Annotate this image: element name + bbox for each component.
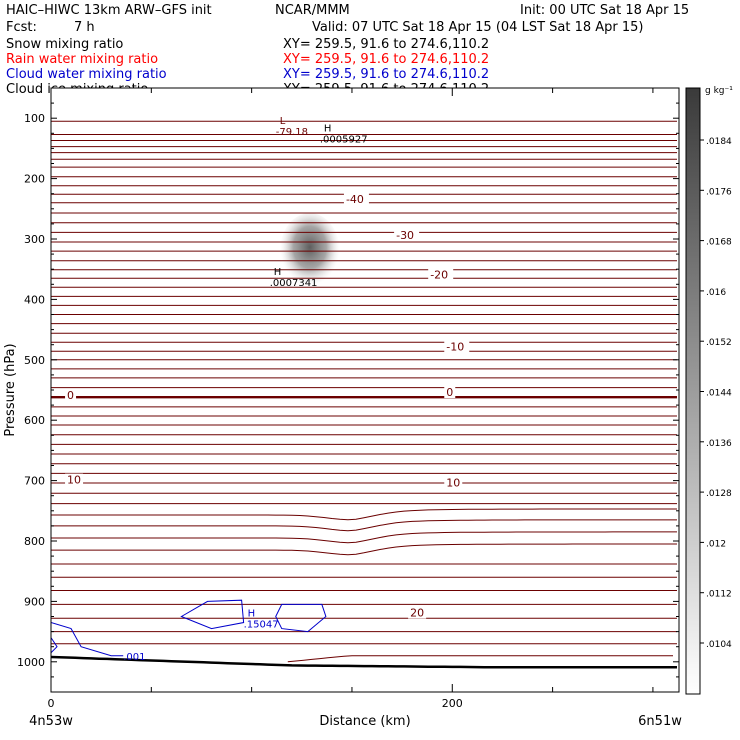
field-name-snow: Snow mixing ratio: [6, 37, 123, 52]
colorbar-tick-label: .0176: [706, 187, 732, 197]
contour-label-bg: [444, 386, 456, 399]
colorbar-tick-label: .0136: [706, 439, 732, 449]
colorbar-tick-label: .016: [706, 288, 726, 298]
temperature-contour-label: -40: [346, 193, 364, 206]
temperature-contour-label: 0: [446, 386, 453, 399]
extremum-value: .0005927: [320, 134, 368, 145]
extremum-value: .0007341: [270, 278, 318, 289]
temperature-contour-label: -20: [430, 268, 448, 281]
field-name-rain: Rain water mixing ratio: [6, 52, 158, 67]
contour-label-bg: [444, 340, 470, 353]
valid-time: Valid: 07 UTC Sat 18 Apr 15 (04 LST Sat …: [312, 20, 644, 35]
colorbar: [685, 87, 701, 695]
colorbar-tick-label: .0152: [706, 338, 732, 348]
contour-label-bg: [343, 192, 369, 205]
temperature-contour-label: 10: [67, 474, 81, 487]
extremum-value: .15047: [244, 620, 279, 631]
y-tick-label: 500: [24, 354, 45, 367]
colorbar-tick-label: .012: [706, 539, 726, 549]
extremum-value: -79.18: [276, 127, 308, 138]
x-endpoint-left: 4n53w: [29, 714, 73, 729]
contour-label-bg: [428, 268, 454, 281]
extremum-type: L: [280, 116, 286, 127]
isotherm-contour: [51, 531, 677, 544]
contour-label-bg: [408, 606, 427, 619]
y-tick-label: 1000: [17, 656, 45, 669]
terrain-surface: [51, 655, 677, 669]
cloud-water-contour-1: [180, 599, 245, 630]
contour-label-bg: [394, 229, 420, 241]
temperature-contour-label: -10: [446, 341, 464, 354]
colorbar-tick-label: .0168: [706, 238, 732, 248]
cloud-water-contour-3: [51, 622, 124, 657]
init-time: Init: 00 UTC Sat 18 Apr 15: [520, 3, 689, 18]
cloud-water-contour-2: [275, 603, 327, 633]
colorbar-tick-label: .0144: [706, 389, 732, 399]
y-tick-label: 900: [24, 595, 45, 608]
contour-label-bg: [444, 476, 463, 489]
cloud-water-label: .001: [123, 652, 145, 663]
isotherm-contour: [51, 543, 677, 556]
field-xy-rain: XY= 259.5, 91.6 to 274.6,110.2: [283, 52, 489, 67]
isotherm-contour-low: [287, 655, 673, 663]
temperature-contour-label: 10: [446, 477, 460, 490]
x-tick-label: 0: [48, 697, 55, 710]
x-tick-label: 200: [442, 697, 463, 710]
y-tick-label: 400: [24, 293, 45, 306]
extremum-type: H: [324, 123, 332, 134]
fcst-label: Fcst:: [6, 20, 37, 35]
isotherm-contour: [51, 508, 677, 521]
x-endpoint-right: 6n51w: [638, 714, 682, 729]
temperature-contour-label: 0: [67, 389, 74, 402]
field-name-cloud-water: Cloud water mixing ratio: [6, 67, 167, 82]
y-axis-label: Pressure (hPa): [3, 343, 18, 436]
contour-label-bg: [65, 389, 77, 402]
y-tick-label: 700: [24, 475, 45, 488]
x-axis-label: Distance (km): [319, 714, 410, 729]
temperature-contour-label: -30: [396, 229, 414, 242]
plot-area: [51, 88, 679, 692]
extremum-type: H: [248, 609, 256, 620]
colorbar-tick-label: .0104: [706, 640, 732, 650]
colorbar-unit: g kg⁻¹: [705, 86, 733, 96]
colorbar-tick-label: .0128: [706, 489, 732, 499]
colorbar-tick-label: .0112: [706, 590, 732, 600]
y-tick-label: 300: [24, 233, 45, 246]
cloud-water-contour-4: [51, 637, 58, 654]
isotherm-contour: [51, 519, 677, 532]
field-xy-cloud-water: XY= 259.5, 91.6 to 274.6,110.2: [283, 67, 489, 82]
contour-label-bg: [65, 473, 84, 486]
field-xy-snow: XY= 259.5, 91.6 to 274.6,110.2: [283, 37, 489, 52]
extremum-type: H: [274, 267, 282, 278]
temperature-contour-label: 20: [410, 607, 424, 620]
org-label: NCAR/MMM: [275, 3, 350, 18]
y-tick-label: 200: [24, 173, 45, 186]
y-tick-label: 100: [24, 112, 45, 125]
fcst-value: 7 h: [74, 20, 95, 35]
colorbar-tick-label: .0184: [706, 137, 732, 147]
model-title: HAIC–HIWC 13km ARW–GFS init: [6, 3, 212, 18]
y-tick-label: 600: [24, 414, 45, 427]
y-tick-label: 800: [24, 535, 45, 548]
